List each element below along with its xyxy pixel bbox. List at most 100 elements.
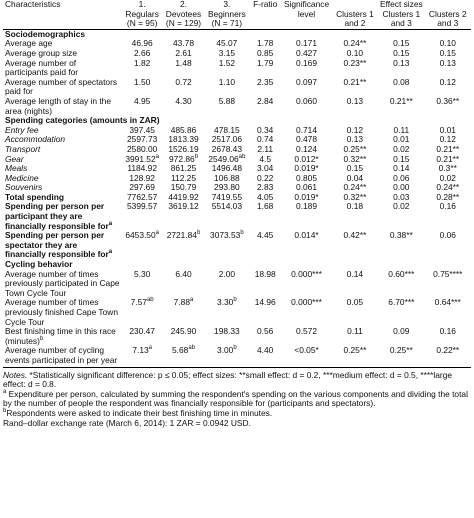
footnote-marker: a [108,220,113,227]
cell-value: 0.171 [296,38,317,49]
row-label-text: Accommodation [5,134,66,145]
group-n: (N = 129) [165,18,202,29]
cell-value: 0.019* [294,191,319,202]
row-label-text: Spending per person per participant they… [5,201,109,231]
cell-superscript: b [194,153,198,160]
cell: 4.5 [249,154,281,165]
cell: 2.84 [249,95,281,116]
row-label: Average group size [3,48,122,59]
cell-value: 1813.39 [168,134,199,145]
cell: 3.00b [204,345,250,368]
cell-value: 5.30 [134,268,151,279]
cell: 1813.39 [162,135,204,145]
cell: 2.00 [205,269,249,299]
cell: 0.32** [332,154,378,165]
row-label-text: Average number of times previously parti… [5,268,120,298]
cell-value: 0.25** [343,143,367,154]
cell-value: 2517.06 [211,134,242,145]
cell-value: 5.88 [218,95,236,106]
cell-value: 1.79 [257,57,274,68]
cell-value: 0.42** [343,230,367,241]
table-row: Sociodemographics [3,29,471,39]
cell: 0.019* [281,191,331,203]
row-label: Spending categories (amounts in ZAR) [3,115,471,126]
cell: 2.11 [249,144,281,155]
row-label: Average number of participants paid for [3,58,122,78]
header-cell: Clusters 2 and 3 [424,9,471,30]
cell-value: 2.66 [134,47,151,58]
cell-value: 478.15 [214,124,240,135]
cell: 230.47 [122,326,162,346]
row-label-text: Spending categories (amounts in ZAR) [5,115,160,126]
row-label-text: Average number of spectators paid for [5,76,118,97]
cell: 0.04 [332,172,378,184]
note-text: Rand–dollar exchange rate (March 6, 2014… [3,417,251,428]
cell-value: 0.11 [393,124,410,135]
cell-value: 2.84 [257,95,274,106]
cell-value: 0.000*** [291,268,322,279]
cell-value: 1.68 [257,201,274,212]
cell: 150.79 [162,182,204,193]
cell: 0.16 [425,202,471,231]
cell: 0.714 [281,125,331,136]
cell: 0.21** [332,77,378,97]
cell: 0.85 [249,48,281,59]
cell-value: 0.15 [393,153,410,164]
cell: 5.30 [122,268,162,299]
cell-value: 0.12 [439,134,456,145]
cell: 4.45 [249,230,281,260]
cell: 478.15 [205,124,249,136]
row-label: Spending per person per participant they… [3,202,122,231]
cell-superscript: ab [146,297,154,304]
table-row: Total spending 7762.57 4419.92 7419.55 4.05 0… [3,191,471,203]
cell-value: 0.03 [393,191,410,202]
cell-value: 1.48 [175,57,192,68]
cell: 3073.53b [205,230,249,260]
cell: 0.03 [378,191,424,203]
cell-value: 0.02 [439,172,456,183]
cell-value: 0.04 [346,172,364,183]
cell-value: 112.25 [171,172,196,183]
cell: 7.57ab [122,298,162,327]
cell: 5.68ab [162,346,205,368]
cell: 0.72 [162,77,204,97]
row-label-text: Souvenirs [5,182,43,193]
cell: 0.13 [332,96,378,116]
cell-value: 0.28** [436,191,460,202]
cell-value: 0.12 [439,76,456,87]
cell: 0.06 [378,173,424,184]
note-text: *Statistically significant difference: p… [3,369,453,390]
cell: 0.061 [281,182,331,193]
cell-value: 0.097 [296,76,317,87]
row-label: Transport [3,144,122,155]
cell: 1.82 [122,58,162,78]
cell-value: 1496.48 [211,163,242,174]
cell: 6453.50a [122,230,162,260]
cell: 0.60*** [378,269,424,299]
header-row: Characteristics 1. Regulars (N = 95) 2. Dev… [3,0,471,30]
note: Rand–dollar exchange rate (March 6, 2014… [3,417,471,429]
cell: 2.83 [249,182,281,193]
cell-value: 485.86 [170,124,197,135]
row-label-text: Best finishing time in this race (minute… [5,326,116,346]
row-label-text: Average length of stay in the area (nigh… [5,95,111,116]
cell: <0.05* [281,346,332,368]
cell: 0.01 [425,125,471,136]
cell-value: 128.92 [129,172,155,183]
cell-value: 0.24** [343,182,367,193]
cell-value: 0.32** [343,191,367,202]
cell-value: 0.08 [393,76,410,87]
table-row: Accommodation 2597.73 1813.39 2517.06 0.74 0.… [3,135,471,145]
note-lead: Notes. [3,369,28,380]
table-row: Average number of times previously parti… [3,268,471,299]
cell-value: 0.23** [343,57,367,68]
row-label-text: Medicine [5,172,39,183]
table-row: Best finishing time in this race (minute… [3,326,471,346]
cell-value: 6453.50 [125,230,156,241]
cell: 0.02 [378,144,424,155]
cell: 0.08 [378,76,424,97]
cell-value: 0.805 [296,172,317,183]
cell-value: 0.13 [393,57,410,68]
cell: 2580.00 [122,144,162,155]
cell-value: 3.00 [217,345,234,356]
